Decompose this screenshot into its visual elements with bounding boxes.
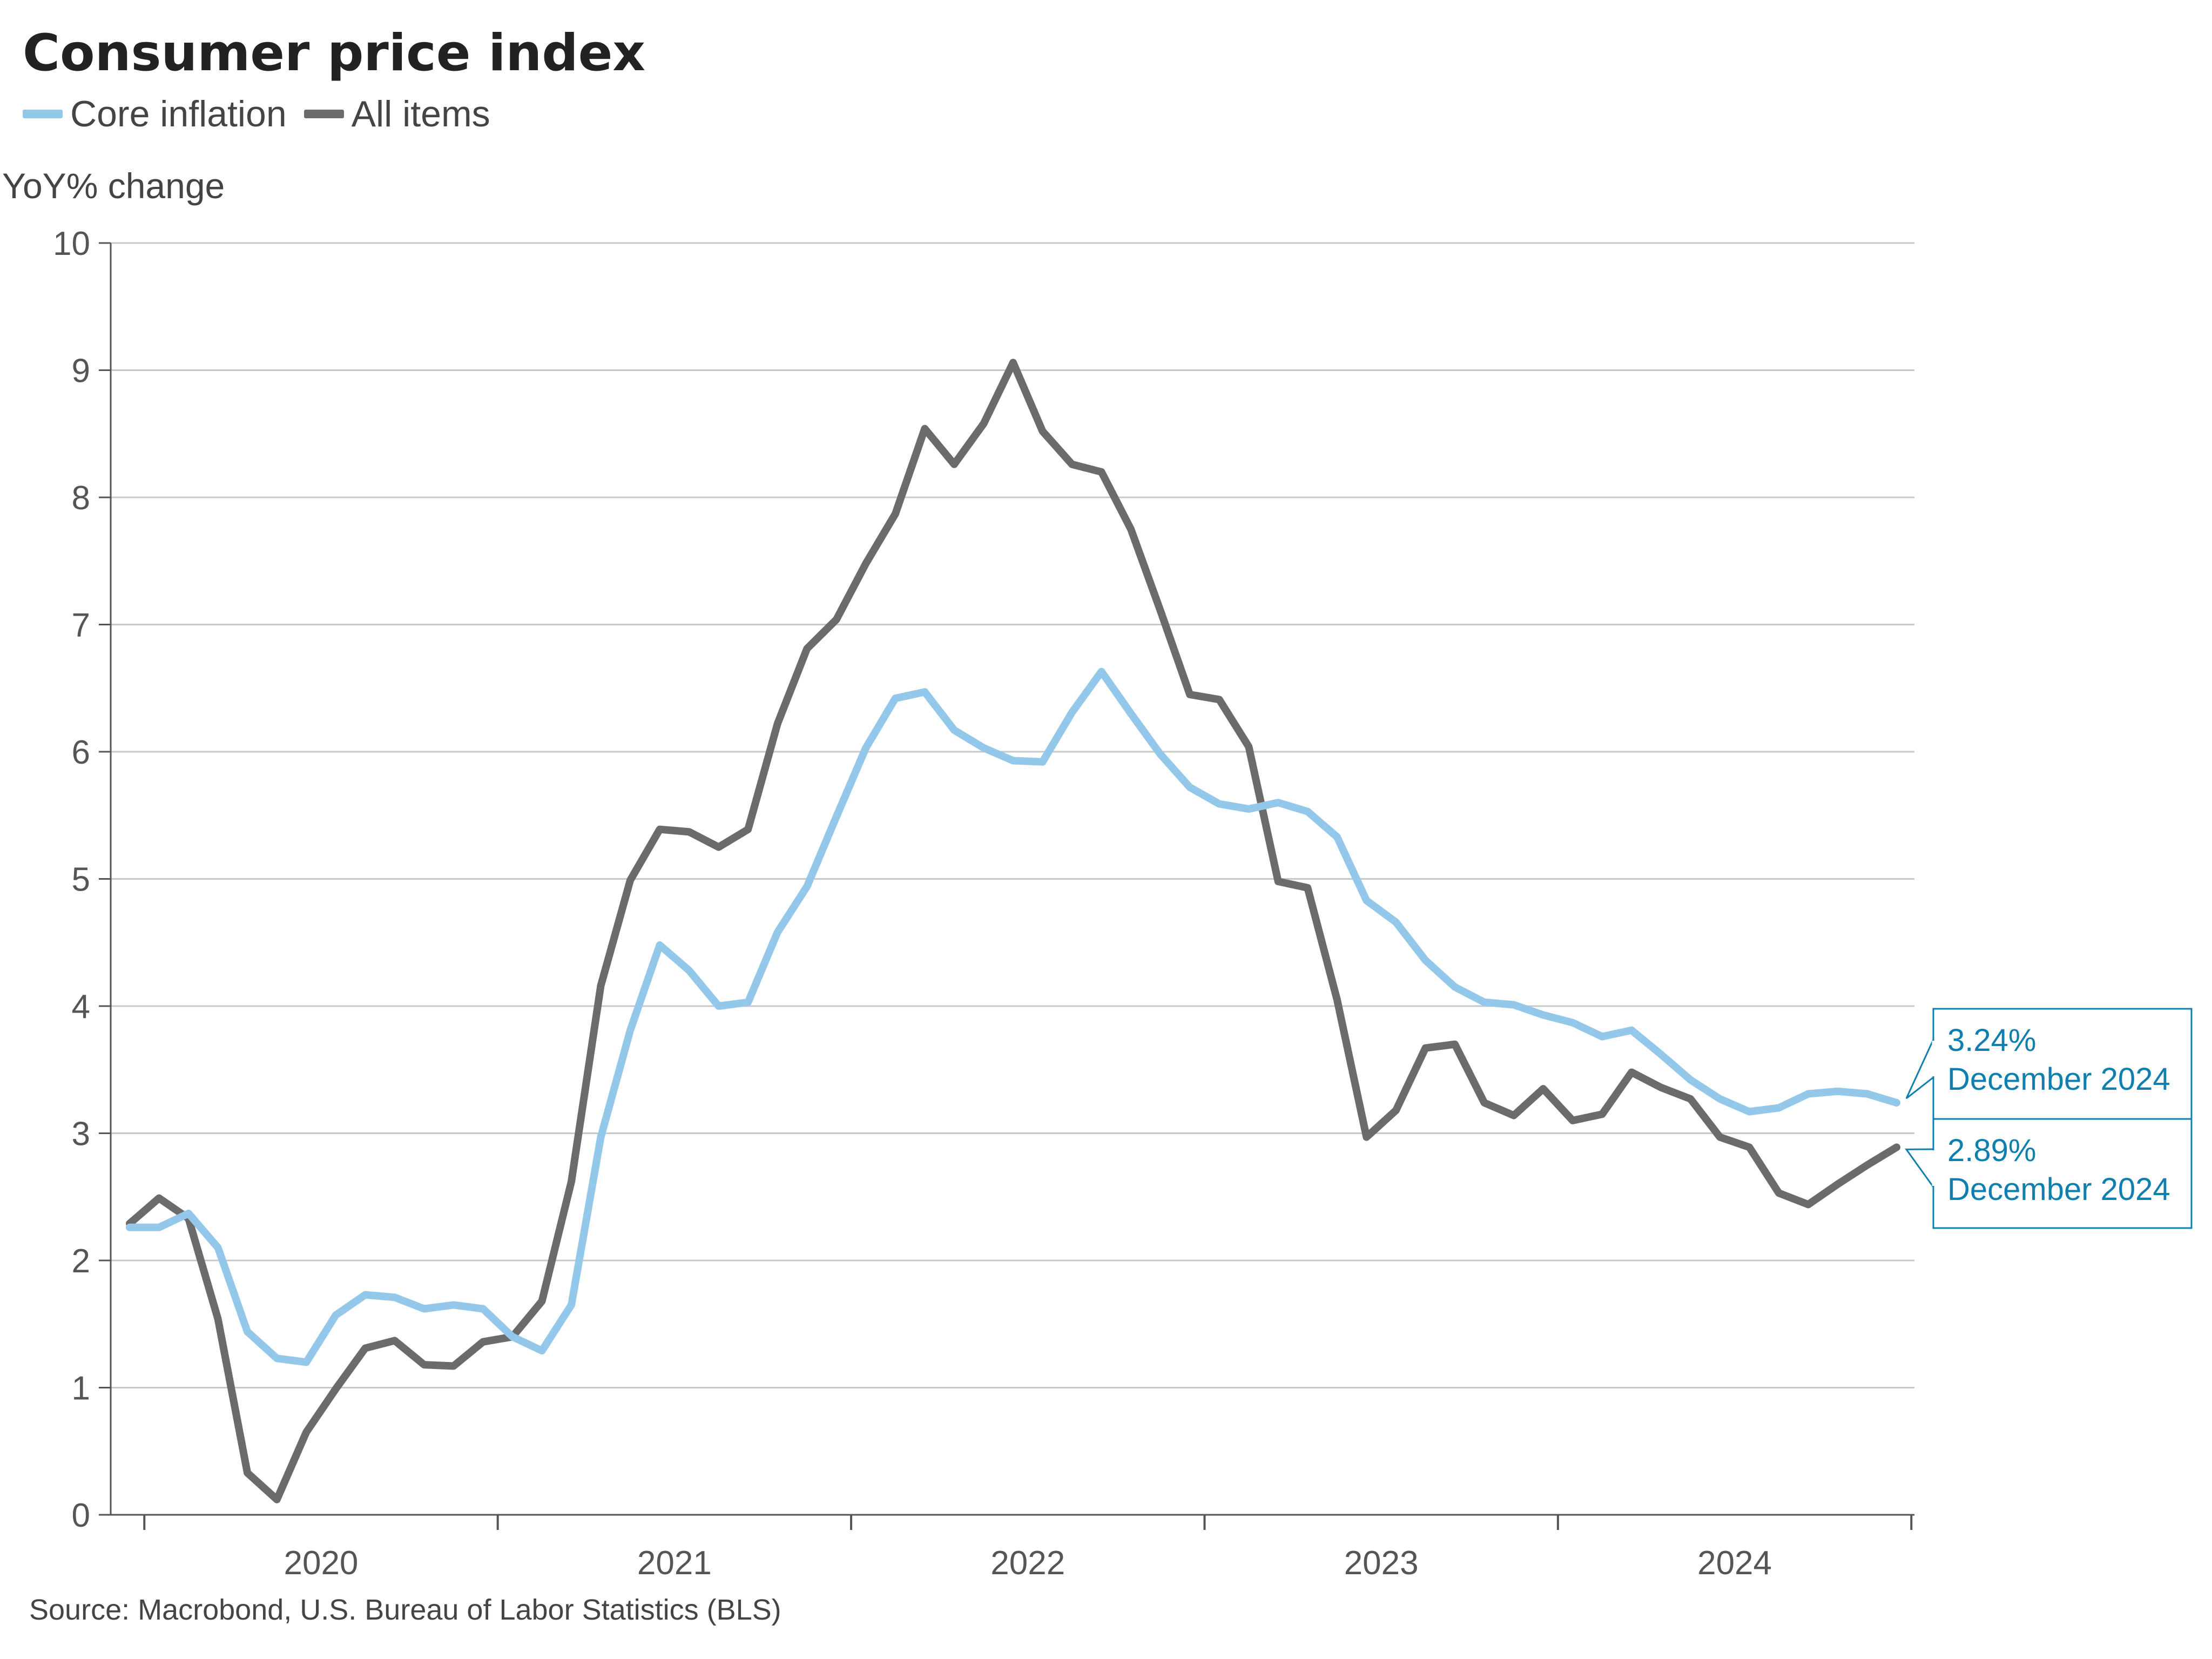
y-tick-label-4: 4 [72, 988, 90, 1026]
y-tick-label-9: 9 [72, 353, 90, 390]
x-tick-label-2024: 2024 [1697, 1545, 1772, 1582]
callout-text-all-items-value: 2.89% [1947, 1133, 2036, 1168]
chart-legend: Core inflation All items [23, 93, 508, 135]
legend-swatch-all-items [304, 110, 344, 118]
y-tick-label-7: 7 [72, 607, 90, 644]
y-tick-label-8: 8 [72, 480, 90, 517]
y-tick-label-5: 5 [72, 861, 90, 899]
source-note: Source: Macrobond, U.S. Bureau of Labor … [29, 1594, 781, 1626]
legend-item-core-inflation: Core inflation [23, 93, 287, 135]
callout-text-core-inflation-date: December 2024 [1947, 1062, 2170, 1097]
x-tick-label-2023: 2023 [1344, 1545, 1419, 1582]
y-tick-label-2: 2 [72, 1243, 90, 1280]
y-axis-label: YoY% change [2, 166, 225, 206]
x-tick-label-2020: 2020 [284, 1545, 358, 1582]
legend-label-all-items: All items [351, 93, 490, 134]
callout-box-core-inflation [1932, 1008, 2193, 1120]
callout-box-all-items [1932, 1118, 2193, 1229]
legend-swatch-core-inflation [23, 110, 63, 118]
series-line-all-items [126, 359, 1900, 1503]
y-tick-label-6: 6 [72, 734, 90, 771]
legend-label-core-inflation: Core inflation [70, 93, 287, 134]
x-tick-label-2021: 2021 [637, 1545, 712, 1582]
y-tick-label-1: 1 [72, 1370, 90, 1407]
y-tick-label-0: 0 [72, 1497, 90, 1534]
x-tick-label-2022: 2022 [990, 1545, 1065, 1582]
y-tick-label-10: 10 [53, 225, 90, 262]
y-tick-label-3: 3 [72, 1116, 90, 1153]
chart-title: Consumer price index [23, 24, 646, 83]
series-line-core-inflation [126, 667, 1900, 1366]
legend-item-all-items: All items [304, 93, 490, 135]
callout-pointer-core-inflation [1905, 1039, 1934, 1100]
callout-text-core-inflation-value: 3.24% [1947, 1023, 2036, 1058]
callout-pointer-all-items [1905, 1148, 1934, 1188]
callout-text-all-items-date: December 2024 [1947, 1172, 2170, 1207]
